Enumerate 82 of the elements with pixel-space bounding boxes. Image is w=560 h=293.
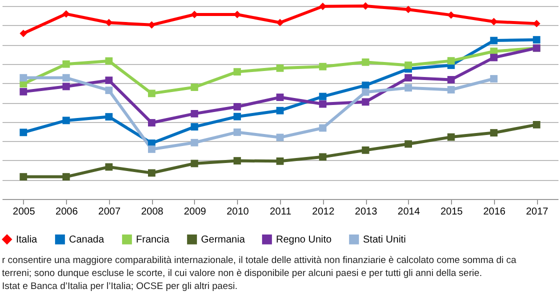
point [447, 57, 455, 65]
x-tick-label: 2011 [270, 206, 292, 218]
point [20, 30, 28, 38]
point [319, 62, 326, 70]
point [276, 64, 284, 72]
x-tick-label: 2005 [12, 206, 36, 218]
point [532, 120, 540, 128]
point [404, 62, 412, 69]
legend-label: Canada [69, 234, 104, 246]
point [105, 163, 113, 171]
point [490, 36, 498, 44]
point [190, 110, 198, 118]
point [490, 129, 498, 137]
point [447, 11, 455, 19]
point [62, 74, 70, 82]
point [105, 113, 113, 120]
x-tick-label: 2017 [526, 206, 549, 218]
point [276, 18, 284, 26]
point [105, 57, 113, 65]
point [362, 98, 370, 106]
legend-label: Germania [201, 234, 246, 246]
point [62, 116, 70, 124]
point [319, 124, 326, 132]
x-tick-label: 2008 [141, 206, 164, 218]
point [234, 112, 241, 120]
point [319, 100, 326, 108]
point [62, 82, 70, 90]
point [20, 173, 28, 181]
point [276, 134, 284, 142]
point [404, 140, 412, 148]
point [490, 75, 498, 82]
point [20, 74, 28, 82]
x-tick-label: 2012 [312, 206, 335, 218]
point [447, 76, 455, 84]
point [319, 92, 326, 100]
text: terreni; sono dunque escluse le scorte, il cui valore non è disponibile per alcuni paesi e per tutti gli anni della serie. [2, 268, 482, 279]
point [362, 58, 370, 66]
point [62, 60, 70, 68]
point [105, 86, 113, 94]
point [276, 94, 284, 101]
point [319, 153, 326, 161]
point [490, 54, 498, 62]
point [148, 90, 156, 98]
point [234, 103, 241, 110]
point [105, 76, 113, 84]
x-tick-label: 2006 [56, 206, 78, 218]
legend-label: Regno Unito [276, 234, 332, 246]
legend-label: Stati Uniti [363, 234, 406, 246]
legend-label: Francia [136, 234, 170, 246]
point [62, 10, 70, 18]
point [447, 86, 455, 94]
x-tick-label: 2009 [184, 206, 207, 218]
text: r consentire una maggiore comparabilità internazionale, il totale delle attività non finanziarie è calcolato come somma di ca [2, 255, 518, 266]
point [404, 74, 412, 82]
text: Istat e Banca d’Italia per l’Italia; OCSE per gli altri paesi. [2, 281, 238, 292]
point [190, 123, 198, 131]
point [234, 128, 241, 136]
point [404, 84, 412, 92]
point [234, 68, 241, 76]
legend-label: Italia [16, 234, 38, 246]
x-tick-label: 2007 [98, 206, 121, 218]
x-tick-label: 2016 [483, 206, 506, 218]
point [62, 173, 70, 181]
point [20, 128, 28, 136]
point [319, 2, 326, 10]
x-tick-label: 2013 [354, 206, 378, 218]
x-tick-label: 2010 [226, 206, 250, 218]
point [190, 138, 198, 146]
point [362, 146, 370, 154]
x-tick-label: 2015 [440, 206, 464, 218]
point [148, 146, 156, 153]
point [190, 84, 198, 91]
point [148, 169, 156, 177]
point [276, 106, 284, 114]
x-tick-label: 2014 [398, 206, 420, 218]
point [532, 36, 540, 44]
point [148, 119, 156, 126]
point [234, 157, 241, 164]
point [276, 157, 284, 165]
point [447, 133, 455, 141]
point [20, 88, 28, 96]
point [362, 88, 370, 96]
